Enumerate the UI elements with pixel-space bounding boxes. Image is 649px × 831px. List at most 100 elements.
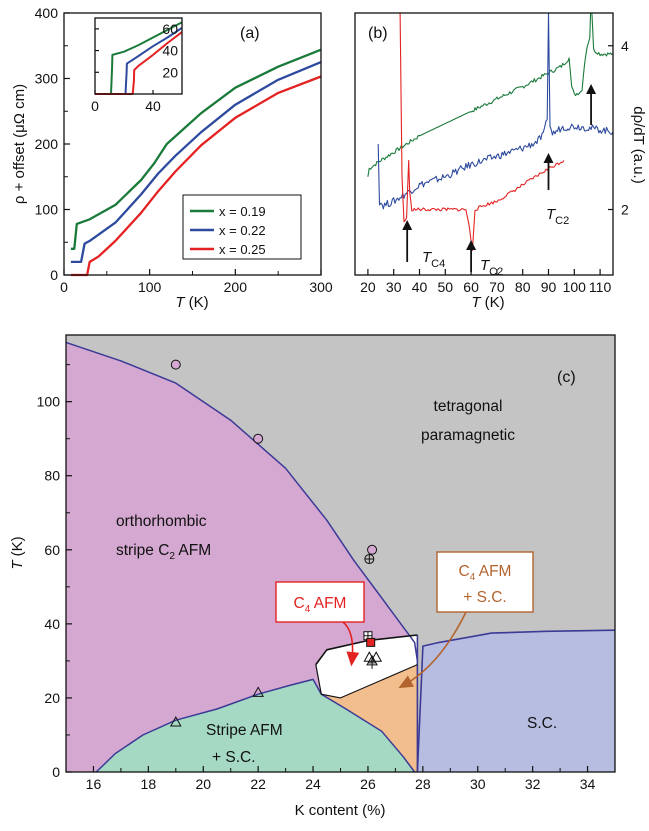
c4-sc-callout: C4 AFM + S.C. — [398, 551, 534, 689]
panel-c-label: (c) — [557, 369, 576, 386]
inset-series-line — [95, 21, 183, 95]
panel-a-label: (a) — [240, 25, 260, 42]
legend-label: x = 0.19 — [219, 204, 266, 219]
c4-callout-sub: 4 — [305, 604, 311, 615]
panel-a-series-line — [70, 48, 322, 250]
panel-b-arrow-head — [543, 153, 554, 163]
panel-b: 20 30 40 50 60 70 80 90 100 110 2 4 (b) dρ/dT (a.u.… — [354, 12, 647, 311]
panel-b-xtick-label: 60 — [463, 279, 479, 295]
panel-a-ytick-label: 300 — [35, 71, 59, 87]
region-label-stripe-1: orthorhombic — [116, 513, 207, 530]
point-triangle — [370, 651, 383, 662]
point-circle — [367, 544, 378, 555]
data-points — [169, 359, 383, 727]
panel-c-xtick-label: 24 — [305, 776, 321, 792]
panel-c-xtick-label: 20 — [195, 776, 211, 792]
panel-c-ylabel-t: T — [9, 559, 26, 570]
panel-c-ytick-label: 80 — [44, 468, 60, 484]
transition-label-sub: C4 — [431, 258, 445, 270]
stripe-label-sub: 2 — [169, 551, 175, 562]
panel-c-xlabel: K content (%) — [295, 802, 386, 819]
c4sc-callout-b: AFM — [475, 563, 511, 580]
panel-c-xtick-label: 22 — [250, 776, 266, 792]
region-sc — [417, 630, 615, 772]
panel-b-ticks: 20 30 40 50 60 70 80 90 100 110 2 4 — [360, 38, 629, 295]
panel-c-xtick-label: 18 — [141, 776, 157, 792]
panel-b-xtick-label: 70 — [489, 279, 505, 295]
panel-b-arrow-head — [466, 240, 477, 250]
panel-b-xlabel-t: T — [471, 294, 482, 311]
panel-b-series-line — [399, 13, 565, 251]
panel-b-ytick-label: 2 — [621, 202, 629, 218]
panel-a-xtick-label: 300 — [309, 279, 333, 295]
boundary-sc — [416, 629, 616, 773]
region-label-para-2: paramagnetic — [421, 427, 515, 444]
c4sc-callout-box — [436, 551, 534, 613]
point-circle — [253, 433, 264, 444]
c4sc-callout-sub: 4 — [470, 572, 476, 583]
region-label-stripesc-1: Stripe AFM — [206, 722, 283, 739]
region-c4-afm — [315, 635, 418, 698]
c4-callout-a: C — [294, 595, 305, 612]
c4-callout-arrow — [342, 621, 360, 667]
point-triangle — [169, 715, 182, 727]
panel-c-ytick-label: 0 — [52, 764, 60, 780]
panel-c-xtick-label: 32 — [525, 776, 541, 792]
panel-b-label: (b) — [368, 25, 388, 42]
panel-c-ytick-label: 20 — [44, 690, 60, 706]
stripe-label-b: AFM — [175, 542, 211, 559]
panel-c-ytick-label: 60 — [44, 542, 60, 558]
point-filled-square — [366, 637, 376, 647]
panel-a-xlabel-t: T — [175, 294, 186, 311]
panel-b-xlabel: T (K) — [471, 294, 504, 311]
inset-ticks: 0 40 20 40 60 — [91, 21, 178, 114]
panel-a-xtick-label: 200 — [224, 279, 248, 295]
inset-series — [95, 21, 183, 95]
inset-frame — [94, 17, 183, 95]
region-label-sc: S.C. — [527, 715, 557, 732]
region-label-para-1: tetragonal — [434, 398, 503, 415]
point-circle — [170, 359, 181, 370]
panel-b-series — [367, 13, 613, 251]
phase-regions — [66, 335, 615, 772]
point-triangle-plus — [366, 654, 378, 669]
c4sc-callout-line1: C4 AFM — [459, 563, 512, 583]
panel-b-xtick-label: 110 — [589, 279, 612, 295]
c4-callout-b: AFM — [310, 595, 346, 612]
panel-b-xtick-label: 30 — [386, 279, 402, 295]
panel-b-frame — [354, 12, 614, 276]
panel-c-xtick-label: 28 — [415, 776, 431, 792]
panel-c-xtick-label: 26 — [360, 776, 376, 792]
transition-label-t: T — [480, 257, 491, 274]
phase-boundaries — [65, 341, 616, 773]
panel-b-xtick-label: 90 — [541, 279, 557, 295]
transition-label-sub: C2 — [489, 266, 503, 278]
inset-series-line — [95, 31, 183, 95]
inset-series-line — [95, 26, 183, 95]
panel-b-xtick-label: 100 — [563, 279, 587, 295]
panel-b-series-line — [377, 13, 613, 210]
c4-callout-text: C4 AFM — [294, 595, 347, 615]
transition-label-t: T — [546, 206, 557, 223]
panel-b-arrow-head — [402, 220, 413, 230]
panel-a-ytick-label: 0 — [50, 267, 58, 283]
panel-a-series-line — [70, 61, 322, 264]
panel-a-legend: x = 0.19 x = 0.22 x = 0.25 — [182, 194, 302, 260]
inset-xtick-label: 0 — [91, 98, 99, 114]
panel-c-ylabel: T (K) — [9, 536, 26, 569]
panel-b-transition-label: TC2 — [480, 257, 503, 278]
transition-label-sub: C2 — [555, 215, 569, 227]
panel-c-xtick-label: 34 — [580, 776, 596, 792]
panel-b-ytick-label: 4 — [621, 38, 629, 54]
region-label-stripesc-2: + S.C. — [212, 749, 256, 766]
panel-c-xtick-label: 30 — [470, 776, 486, 792]
c4-callout-box — [275, 581, 365, 623]
panel-a-ylabel: ρ + offset (μΩ cm) — [11, 84, 28, 204]
point-circle-plus-cross — [364, 554, 374, 564]
inset-ytick-label: 60 — [162, 21, 178, 37]
legend-label: x = 0.25 — [219, 242, 266, 257]
panel-a-series-line — [70, 75, 322, 277]
panel-a-ytick-label: 400 — [35, 5, 59, 21]
